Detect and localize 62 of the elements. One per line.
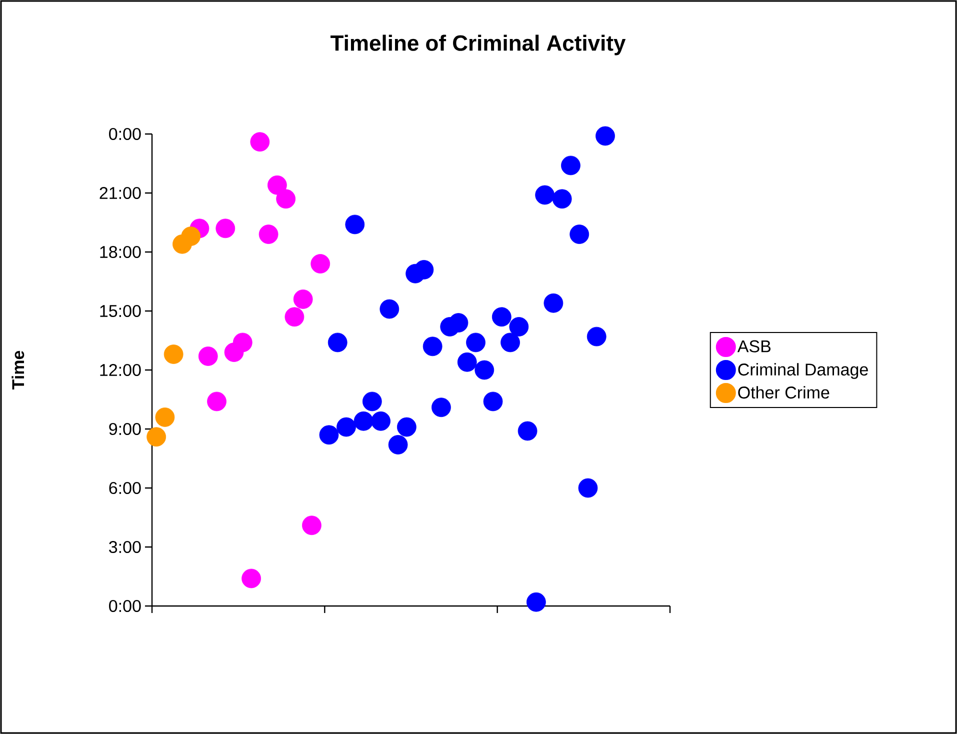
y-tick-label: 15:00 xyxy=(100,304,141,318)
point xyxy=(586,326,606,346)
point xyxy=(354,411,374,431)
point xyxy=(570,224,590,244)
point xyxy=(155,408,175,427)
point xyxy=(284,307,304,327)
legend-label: Other Crime xyxy=(738,386,830,399)
point xyxy=(198,346,218,366)
y-tick-label: 21:00 xyxy=(100,186,141,200)
point xyxy=(258,224,278,244)
point xyxy=(345,214,365,234)
point xyxy=(362,392,382,412)
y-tick-label: 6:00 xyxy=(109,482,141,494)
y-tick-label: 0:00 xyxy=(109,128,141,140)
legend-label: Criminal Damage xyxy=(738,363,868,379)
point xyxy=(448,313,468,332)
y-tick-label: 12:00 xyxy=(100,364,141,376)
point xyxy=(561,156,580,176)
point xyxy=(164,344,184,364)
y-tick-label: 3:00 xyxy=(109,540,141,554)
point xyxy=(432,398,451,418)
point xyxy=(232,332,252,352)
point xyxy=(483,392,503,412)
point xyxy=(388,435,408,454)
point xyxy=(276,189,296,209)
point xyxy=(267,175,287,195)
point xyxy=(535,185,555,205)
point xyxy=(596,126,615,146)
point xyxy=(509,317,529,336)
point xyxy=(457,352,477,372)
y-axis-title: Time xyxy=(12,350,24,390)
legend-label: ASB xyxy=(737,340,771,352)
point xyxy=(500,332,520,352)
y-tick-label: 0:00 xyxy=(109,600,141,612)
y-tick-label: 18:00 xyxy=(100,246,141,258)
point xyxy=(526,592,546,612)
point xyxy=(216,218,236,238)
point xyxy=(371,411,390,431)
point xyxy=(474,360,494,380)
point xyxy=(422,336,442,356)
point xyxy=(319,425,339,445)
point xyxy=(250,132,270,152)
point xyxy=(578,478,598,498)
point xyxy=(380,299,400,319)
point xyxy=(207,392,226,412)
point xyxy=(518,421,538,441)
point xyxy=(181,226,201,246)
point xyxy=(544,293,564,313)
point xyxy=(310,254,330,274)
point xyxy=(466,332,486,352)
point xyxy=(552,189,572,209)
point xyxy=(396,417,416,437)
point xyxy=(336,417,356,437)
point xyxy=(146,427,166,447)
chart-title: Timeline of Criminal Activity xyxy=(330,34,626,56)
point xyxy=(242,568,261,588)
point xyxy=(328,332,348,352)
point xyxy=(414,260,434,280)
point xyxy=(492,307,512,327)
y-tick-label: 9:00 xyxy=(109,422,141,436)
point xyxy=(293,289,313,309)
point xyxy=(302,516,322,536)
